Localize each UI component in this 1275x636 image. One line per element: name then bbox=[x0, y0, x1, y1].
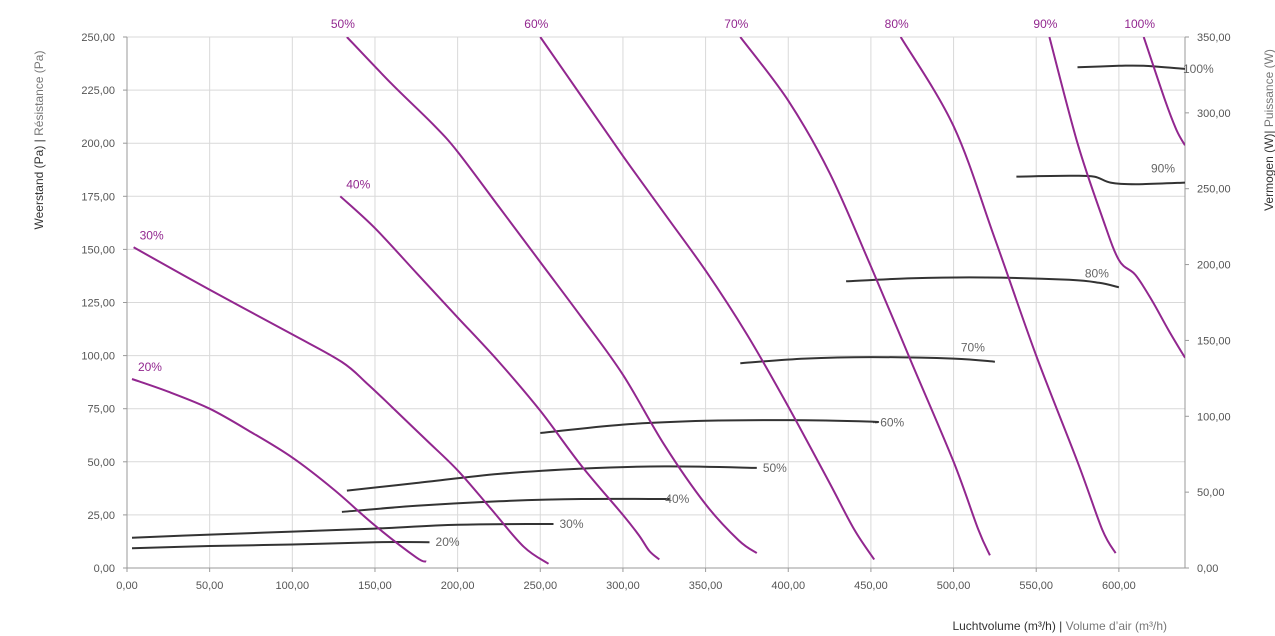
left-tick-label: 200,00 bbox=[81, 138, 115, 150]
pressure-curve-label: 20% bbox=[138, 360, 162, 374]
right-tick-label: 300,00 bbox=[1197, 108, 1231, 120]
grid bbox=[126, 36, 1185, 569]
power-curve-label: 30% bbox=[560, 517, 584, 531]
x-tick-label: 400,00 bbox=[771, 580, 805, 592]
power-curve-label: 20% bbox=[436, 535, 460, 549]
power-curve-60 bbox=[540, 419, 880, 434]
left-tick-label: 125,00 bbox=[81, 298, 115, 310]
right-tick-label: 250,00 bbox=[1197, 184, 1231, 196]
power-curve-label: 50% bbox=[763, 461, 787, 475]
left-tick-label: 225,00 bbox=[81, 85, 115, 97]
power-curve-label: 40% bbox=[665, 492, 689, 506]
left-tick-label: 25,00 bbox=[87, 510, 115, 522]
left-tick-label: 250,00 bbox=[81, 32, 115, 44]
pressure-curve-60 bbox=[539, 37, 876, 561]
pressure-curve-30 bbox=[133, 246, 550, 565]
pressure-curve-label: 80% bbox=[885, 17, 909, 31]
pressure-curve-100 bbox=[1142, 37, 1185, 146]
pressure-curves bbox=[131, 37, 1185, 565]
x-tick-label: 100,00 bbox=[275, 580, 309, 592]
power-curve-label: 100% bbox=[1183, 62, 1214, 76]
left-axis-ticks: 0,00 25,00 50,00 75,00 100,00 125,00 150,00 175… bbox=[81, 32, 127, 575]
pressure-curve-label: 100% bbox=[1124, 17, 1155, 31]
left-tick-label: 175,00 bbox=[81, 191, 115, 203]
left-tick-label: 50,00 bbox=[87, 457, 115, 469]
power-curve-label: 80% bbox=[1085, 266, 1109, 280]
x-axis-title: Luchtvolume (m³/h) | Volume d’air (m³/h) bbox=[952, 619, 1167, 633]
power-curves bbox=[131, 64, 1185, 550]
pressure-curve-50 bbox=[346, 37, 758, 554]
pressure-curve-70 bbox=[739, 37, 991, 556]
left-tick-label: 75,00 bbox=[87, 404, 115, 416]
pressure-curve-label: 40% bbox=[346, 177, 370, 191]
power-curve-70 bbox=[740, 356, 995, 365]
power-curve-label: 70% bbox=[961, 341, 985, 355]
x-tick-label: 500,00 bbox=[937, 580, 971, 592]
x-tick-label: 450,00 bbox=[854, 580, 888, 592]
right-tick-label: 50,00 bbox=[1197, 487, 1225, 499]
left-tick-label: 150,00 bbox=[81, 244, 115, 256]
pressure-curve-label: 50% bbox=[331, 17, 355, 31]
curve-labels: 20% 30% 40% 50% 60% 70% 80% 90% 100% 20% 30% 40% 50%… bbox=[138, 17, 1214, 549]
pressure-curve-80 bbox=[899, 37, 1117, 554]
pressure-curve-label: 60% bbox=[524, 17, 548, 31]
x-tick-label: 350,00 bbox=[689, 580, 723, 592]
right-tick-label: 0,00 bbox=[1197, 563, 1218, 575]
left-tick-label: 100,00 bbox=[81, 351, 115, 363]
power-curve-30 bbox=[131, 522, 554, 539]
x-tick-label: 0,00 bbox=[116, 580, 137, 592]
x-tick-label: 200,00 bbox=[441, 580, 475, 592]
x-tick-label: 600,00 bbox=[1102, 580, 1136, 592]
pressure-curve-40 bbox=[339, 195, 660, 561]
x-tick-label: 250,00 bbox=[523, 580, 557, 592]
right-tick-label: 100,00 bbox=[1197, 411, 1231, 423]
right-axis-ticks: 0,00 50,00 100,00 150,00 200,00 250,00 300,00 3… bbox=[1185, 32, 1231, 575]
pressure-curve-label: 30% bbox=[140, 228, 164, 242]
x-tick-label: 50,00 bbox=[196, 580, 224, 592]
pressure-curve-90 bbox=[1048, 37, 1185, 359]
x-tick-label: 300,00 bbox=[606, 580, 640, 592]
power-curve-90 bbox=[1016, 174, 1185, 186]
pressure-curve-label: 70% bbox=[724, 17, 748, 31]
left-axis-title: Weerstand (Pa) | Résistance (Pa) bbox=[32, 51, 46, 230]
right-tick-label: 150,00 bbox=[1197, 335, 1231, 347]
x-axis-ticks: 0,00 50,00 100,00 150,00 200,00 250,00 300,00 3… bbox=[116, 568, 1136, 592]
right-tick-label: 350,00 bbox=[1197, 32, 1231, 44]
power-curve-20 bbox=[131, 541, 430, 550]
x-tick-label: 150,00 bbox=[358, 580, 392, 592]
power-curve-40 bbox=[341, 497, 671, 513]
right-tick-label: 200,00 bbox=[1197, 260, 1231, 272]
x-tick-label: 550,00 bbox=[1019, 580, 1053, 592]
power-curve-label: 90% bbox=[1151, 162, 1175, 176]
power-curve-80 bbox=[846, 276, 1120, 289]
right-axis-title: Vermogen (W)| Puissance (W) bbox=[1262, 49, 1275, 211]
power-curve-50 bbox=[346, 465, 757, 492]
pressure-curve-20 bbox=[131, 378, 427, 563]
power-curve-100 bbox=[1077, 64, 1185, 70]
power-curve-label: 60% bbox=[880, 415, 904, 429]
pressure-curve-label: 90% bbox=[1033, 17, 1057, 31]
left-tick-label: 0,00 bbox=[94, 563, 115, 575]
